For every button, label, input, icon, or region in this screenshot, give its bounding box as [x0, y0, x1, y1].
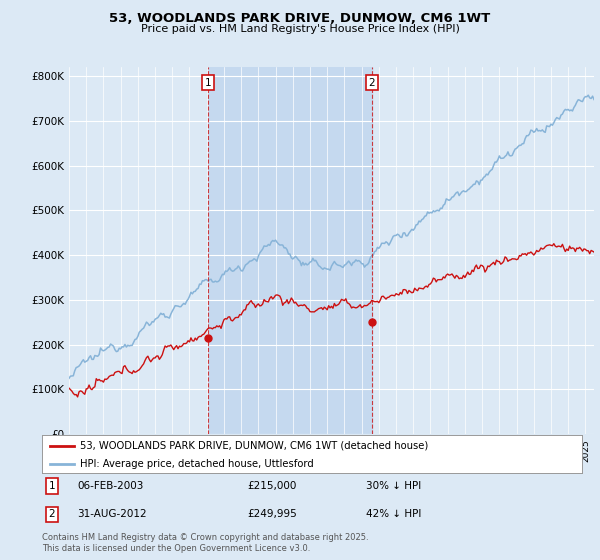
Text: Price paid vs. HM Land Registry's House Price Index (HPI): Price paid vs. HM Land Registry's House … — [140, 24, 460, 34]
Text: 2: 2 — [49, 509, 55, 519]
Text: 1: 1 — [49, 481, 55, 491]
Text: HPI: Average price, detached house, Uttlesford: HPI: Average price, detached house, Uttl… — [80, 459, 314, 469]
Text: 53, WOODLANDS PARK DRIVE, DUNMOW, CM6 1WT (detached house): 53, WOODLANDS PARK DRIVE, DUNMOW, CM6 1W… — [80, 441, 428, 451]
Text: 30% ↓ HPI: 30% ↓ HPI — [366, 481, 421, 491]
Text: 53, WOODLANDS PARK DRIVE, DUNMOW, CM6 1WT: 53, WOODLANDS PARK DRIVE, DUNMOW, CM6 1W… — [109, 12, 491, 25]
Text: £215,000: £215,000 — [247, 481, 296, 491]
Text: 1: 1 — [205, 78, 211, 88]
Text: 06-FEB-2003: 06-FEB-2003 — [77, 481, 143, 491]
Text: Contains HM Land Registry data © Crown copyright and database right 2025.
This d: Contains HM Land Registry data © Crown c… — [42, 533, 368, 553]
Text: 2: 2 — [368, 78, 375, 88]
Text: £249,995: £249,995 — [247, 509, 297, 519]
Bar — [208, 67, 371, 434]
Text: 42% ↓ HPI: 42% ↓ HPI — [366, 509, 421, 519]
Text: 31-AUG-2012: 31-AUG-2012 — [77, 509, 147, 519]
